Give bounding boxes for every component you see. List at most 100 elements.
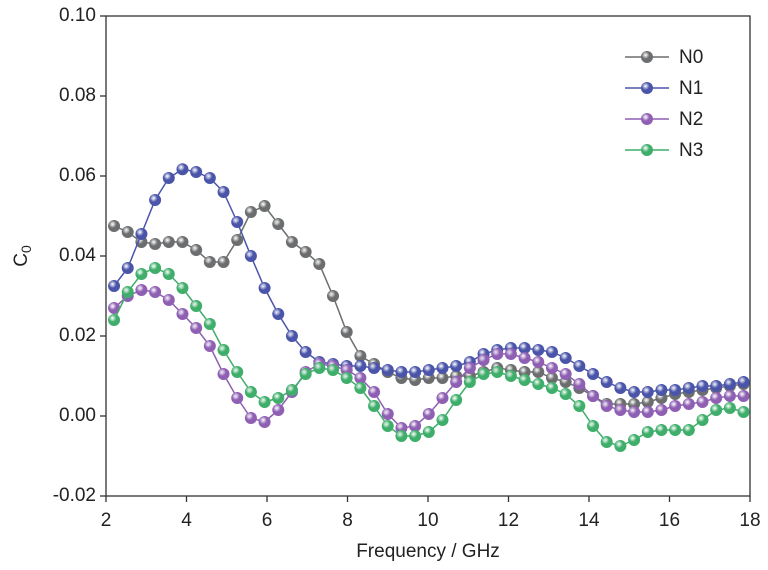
data-point — [203, 340, 216, 352]
data-point — [532, 344, 545, 356]
data-point — [121, 262, 134, 274]
data-point — [669, 400, 682, 412]
data-point — [655, 404, 668, 416]
data-point — [504, 370, 517, 382]
data-point — [190, 300, 203, 312]
data-point — [299, 368, 312, 380]
data-point — [723, 378, 736, 390]
data-point — [395, 430, 408, 442]
data-point — [682, 398, 695, 410]
data-point — [532, 378, 545, 390]
data-point — [587, 420, 600, 432]
y-tick-label: 0.02 — [59, 325, 96, 346]
data-point — [518, 352, 531, 364]
data-point — [368, 362, 381, 374]
data-point — [313, 362, 326, 374]
data-point — [108, 280, 121, 292]
data-point — [108, 220, 121, 232]
legend-marker — [641, 82, 653, 94]
data-point — [696, 380, 709, 392]
data-point — [149, 286, 162, 298]
data-point — [532, 366, 545, 378]
data-point — [285, 384, 298, 396]
data-point — [628, 434, 641, 446]
data-point — [710, 392, 723, 404]
data-point — [258, 282, 271, 294]
data-point — [162, 294, 175, 306]
legend-label: N1 — [679, 78, 703, 99]
data-point — [600, 436, 613, 448]
x-tick-label: 2 — [101, 510, 112, 531]
data-point — [669, 384, 682, 396]
data-point — [587, 390, 600, 402]
series-group — [108, 262, 750, 452]
data-point — [614, 404, 627, 416]
data-point — [737, 390, 750, 402]
y-axis-label: C0 — [11, 245, 34, 267]
y-tick-label: 0.04 — [59, 245, 96, 266]
series-group — [108, 200, 750, 410]
data-point — [559, 368, 572, 380]
data-point — [272, 392, 285, 404]
data-point — [628, 386, 641, 398]
x-tick-label: 12 — [498, 510, 519, 531]
data-point — [149, 238, 162, 250]
data-point — [710, 404, 723, 416]
x-axis-label: Frequency / GHz — [356, 541, 500, 562]
data-point — [231, 392, 244, 404]
data-point — [436, 362, 449, 374]
data-point — [436, 372, 449, 384]
data-point — [545, 372, 558, 384]
data-point — [450, 394, 463, 406]
data-point — [450, 376, 463, 388]
data-point — [176, 236, 189, 248]
data-point — [354, 382, 367, 394]
data-point — [641, 406, 654, 418]
data-point — [340, 326, 353, 338]
data-point — [463, 376, 476, 388]
data-point — [696, 414, 709, 426]
data-point — [258, 200, 271, 212]
data-point — [559, 352, 572, 364]
data-point — [723, 402, 736, 414]
legend-label: N2 — [679, 109, 703, 130]
data-point — [354, 350, 367, 362]
data-point — [422, 408, 435, 420]
x-tick-label: 16 — [659, 510, 680, 531]
data-point — [477, 368, 490, 380]
data-point — [600, 400, 613, 412]
data-point — [190, 166, 203, 178]
data-point — [244, 250, 257, 262]
data-point — [545, 346, 558, 358]
data-point — [628, 406, 641, 418]
data-point — [354, 372, 367, 384]
data-point — [587, 368, 600, 380]
data-point — [121, 286, 134, 298]
data-point — [395, 366, 408, 378]
legend-marker — [641, 144, 653, 156]
legend-label: N0 — [679, 47, 703, 68]
data-point — [409, 420, 422, 432]
data-point — [149, 194, 162, 206]
data-point — [600, 376, 613, 388]
data-point — [313, 258, 326, 270]
data-point — [231, 366, 244, 378]
data-point — [409, 366, 422, 378]
data-point — [614, 382, 627, 394]
y-label-sub: 0 — [18, 245, 34, 253]
data-point — [381, 420, 394, 432]
data-point — [655, 424, 668, 436]
data-point — [573, 400, 586, 412]
data-point — [299, 346, 312, 358]
data-point — [108, 314, 121, 326]
data-point — [491, 348, 504, 360]
data-point — [737, 376, 750, 388]
data-point — [285, 236, 298, 248]
data-point — [655, 384, 668, 396]
x-tick-label: 4 — [181, 510, 192, 531]
data-point — [108, 302, 121, 314]
data-point — [518, 374, 531, 386]
data-point — [559, 388, 572, 400]
data-point — [463, 362, 476, 374]
